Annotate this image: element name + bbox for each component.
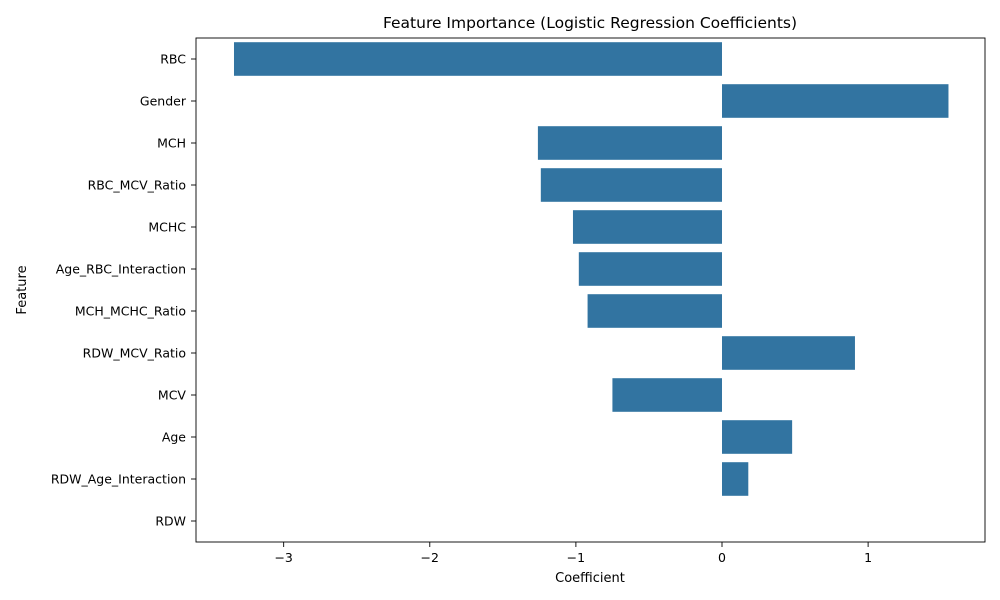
- x-axis-ticks: −3 −2 −1 0 1: [274, 542, 872, 565]
- x-tick-label: −3: [274, 550, 292, 565]
- y-tick-label: RDW: [155, 514, 186, 529]
- plot-frame: [195, 37, 986, 543]
- y-tick-label: Age: [162, 430, 186, 445]
- y-tick-label: RDW_MCV_Ratio: [83, 346, 186, 361]
- x-tick-label: 0: [718, 550, 726, 565]
- bar-rdw-age-interaction: [722, 462, 749, 496]
- x-tick-label: −1: [567, 550, 585, 565]
- bar-mcv: [612, 378, 722, 412]
- bar-age-rbc-interaction: [578, 252, 722, 286]
- x-axis-label: Coefficient: [555, 571, 625, 586]
- y-axis-label: Feature: [15, 265, 30, 314]
- bar-gender: [722, 84, 949, 118]
- y-tick-label: MCV: [158, 388, 187, 403]
- y-tick-label: RDW_Age_Interaction: [51, 472, 186, 487]
- y-tick-label: MCH_MCHC_Ratio: [75, 304, 186, 319]
- y-tick-label: MCH: [157, 136, 186, 151]
- y-tick-label: RBC_MCV_Ratio: [88, 178, 186, 193]
- bar-mchc: [572, 210, 722, 244]
- y-tick-label: Gender: [140, 94, 187, 109]
- bar-mch: [537, 126, 722, 160]
- bar-mch-mchc-ratio: [587, 294, 722, 328]
- y-tick-label: MCHC: [148, 220, 186, 235]
- y-tick-label: Age_RBC_Interaction: [56, 262, 186, 277]
- bar-rdw-mcv-ratio: [722, 336, 855, 370]
- x-tick-label: −2: [421, 550, 439, 565]
- bar-age: [722, 420, 793, 454]
- y-tick-label: RBC: [160, 52, 186, 67]
- chart-title: Feature Importance (Logistic Regression …: [383, 14, 797, 32]
- x-tick-label: 1: [864, 550, 872, 565]
- bars-group: [233, 42, 949, 496]
- bar-rbc: [233, 42, 722, 76]
- y-axis-ticks: RBC Gender MCH RBC_MCV_Ratio MCHC Age_RBC_Int…: [51, 52, 196, 529]
- bar-rbc-mcv-ratio: [540, 168, 722, 202]
